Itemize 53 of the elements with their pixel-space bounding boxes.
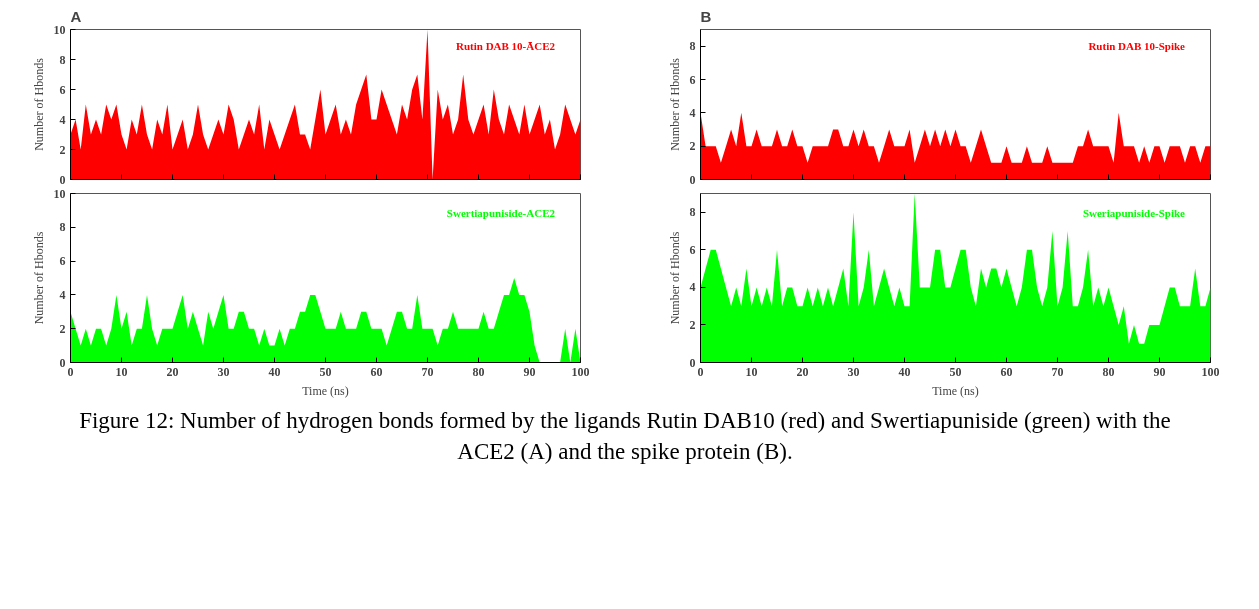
x-tick-label: 90 [523, 364, 536, 379]
y-tick-label: 10 [53, 186, 66, 201]
y-tick-label: 4 [59, 112, 66, 127]
x-tick-label: 40 [268, 364, 281, 379]
chart-title: B [700, 7, 712, 25]
x-tick-label: 100 [571, 364, 590, 379]
x-tick-label: 80 [1102, 364, 1115, 379]
x-tick-label: 40 [898, 364, 911, 379]
y-axis-title: Number of Hbonds [31, 57, 46, 151]
y-tick-label: 0 [689, 172, 696, 187]
x-tick-label: 10 [115, 364, 128, 379]
y-axis-title: Number of Hbonds [667, 57, 682, 151]
y-tick-label: 4 [689, 105, 696, 120]
series-label: Sweriapuniside-Spike [1082, 206, 1186, 219]
y-tick-label: 10 [53, 22, 66, 37]
y-tick-label: 2 [59, 321, 66, 336]
y-tick-label: 6 [59, 254, 66, 269]
x-tick-label: 20 [166, 364, 179, 379]
y-tick-label: 4 [689, 280, 696, 295]
y-axis-title: Number of Hbonds [31, 231, 46, 325]
x-axis-title: Time (ns) [932, 383, 979, 398]
y-tick-label: 2 [689, 139, 696, 154]
x-tick-label: 50 [949, 364, 962, 379]
y-tick-label: 2 [689, 317, 696, 332]
y-tick-label: 8 [689, 205, 696, 220]
y-tick-label: 8 [59, 52, 66, 67]
y-tick-label: 0 [59, 172, 66, 187]
x-tick-label: 90 [1153, 364, 1166, 379]
y-tick-label: 8 [59, 220, 66, 235]
x-tick-label: 10 [745, 364, 758, 379]
y-tick-label: 8 [689, 39, 696, 54]
y-tick-label: 6 [689, 242, 696, 257]
x-tick-label: 60 [1000, 364, 1013, 379]
x-tick-label: 70 [1051, 364, 1064, 379]
caption: Figure 12: Number of hydrogen bonds formed by the ligands Rutin DAB10 (red) and Swertiapuniside (green) with the ACE2 (A) and the spike protein (B). [78, 407, 1172, 467]
y-tick-label: 6 [59, 82, 66, 97]
y-tick-label: 2 [59, 142, 66, 157]
x-tick-label: 30 [217, 364, 230, 379]
text: Rutin DAB 10-Spike [1088, 40, 1186, 52]
text: Rutin DAB 10-ĀCE2 [455, 40, 556, 52]
y-axis-title: Number of Hbonds [667, 231, 682, 325]
x-tick-label: 30 [847, 364, 860, 379]
x-tick-label: 100 [1201, 364, 1220, 379]
x-axis-title: Time (ns) [302, 383, 349, 398]
y-tick-label: 4 [59, 287, 66, 302]
text: Swertiapuniside-ACE2 [446, 206, 556, 219]
x-tick-label: 50 [319, 364, 332, 379]
chart-title: A [70, 7, 82, 25]
x-tick-label: 20 [796, 364, 809, 379]
y-tick-label: 6 [689, 72, 696, 87]
x-tick-label: 70 [421, 364, 434, 379]
x-tick-label: 80 [472, 364, 485, 379]
x-tick-label: 60 [370, 364, 383, 379]
